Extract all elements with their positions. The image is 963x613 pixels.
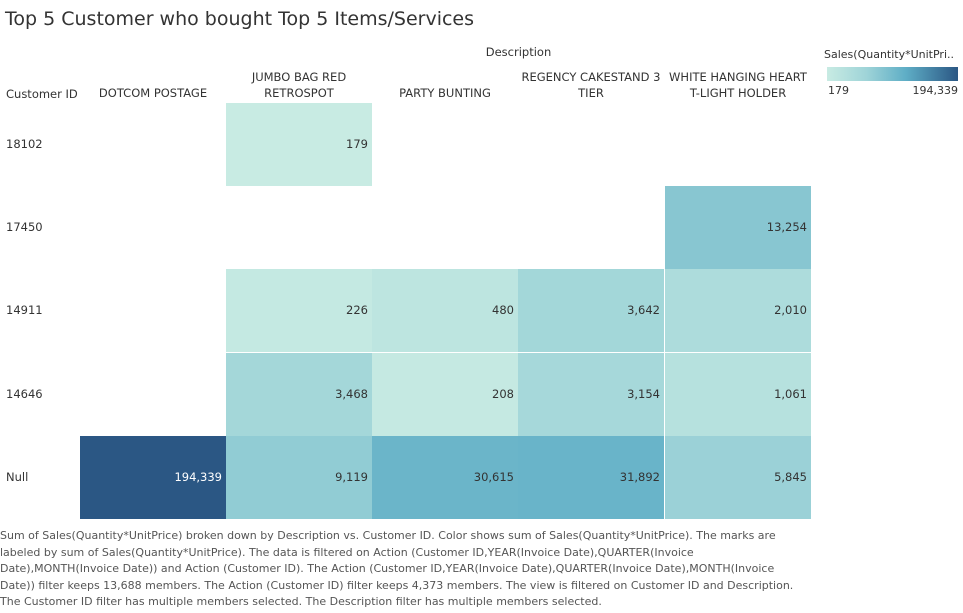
cell-value-label: 1,061 — [774, 386, 807, 401]
legend-color-ramp — [827, 67, 958, 81]
cell-value-label: 480 — [492, 302, 514, 317]
cell-value-label: 9,119 — [335, 469, 368, 484]
heatmap-cell[interactable]: 30,615 — [372, 436, 518, 519]
heatmap-cell[interactable]: 208 — [372, 353, 518, 436]
cell-value-label: 30,615 — [473, 469, 514, 484]
cell-value-label: 31,892 — [619, 469, 660, 484]
cell-value-label: 3,154 — [627, 386, 660, 401]
legend-title: Sales(Quantity*UnitPri.. — [824, 48, 955, 61]
legend-max-label: 194,339 — [912, 84, 959, 97]
row-label: 14911 — [6, 302, 43, 317]
heatmap-cell[interactable]: 13,254 — [665, 186, 811, 269]
heatmap-cell[interactable]: 480 — [372, 269, 518, 352]
legend-min-label: 179 — [828, 84, 849, 97]
heatmap-cell[interactable]: 3,468 — [226, 353, 372, 436]
column-group-label: Description — [485, 45, 552, 59]
column-header: PARTY BUNTING — [399, 86, 491, 100]
chart-title: Top 5 Customer who bought Top 5 Items/Se… — [5, 8, 475, 30]
cell-value-label: 3,468 — [335, 386, 368, 401]
column-header: DOTCOM POSTAGE — [98, 86, 208, 100]
cell-value-label: 13,254 — [766, 219, 807, 234]
cell-value-label: 226 — [346, 302, 368, 317]
row-label: 18102 — [6, 136, 43, 151]
cell-value-label: 194,339 — [174, 469, 222, 484]
chart-caption: Sum of Sales(Quantity*UnitPrice) broken … — [0, 529, 794, 608]
cell-value-label: 179 — [346, 136, 368, 151]
cell-value-label: 208 — [492, 386, 514, 401]
cell-value-label: 3,642 — [627, 302, 660, 317]
heatmap-cell[interactable]: 194,339 — [80, 436, 226, 519]
heatmap-cell[interactable]: 179 — [226, 103, 372, 186]
heatmap-cell[interactable]: 9,119 — [226, 436, 372, 519]
row-header-label: Customer ID — [6, 87, 78, 101]
column-header: JUMBO BAG RED RETROSPOT — [251, 70, 347, 100]
heatmap-cell[interactable]: 3,154 — [518, 353, 664, 436]
heatmap-cell[interactable]: 31,892 — [518, 436, 664, 519]
cell-value-label: 2,010 — [774, 302, 807, 317]
heatmap-cell[interactable]: 3,642 — [518, 269, 664, 352]
heatmap-cell[interactable]: 1,061 — [665, 353, 811, 436]
heatmap-cell[interactable]: 2,010 — [665, 269, 811, 352]
column-header: WHITE HANGING HEART T-LIGHT HOLDER — [669, 70, 807, 100]
row-label: 14646 — [6, 386, 43, 401]
heatmap-cell[interactable]: 5,845 — [665, 436, 811, 519]
column-header: REGENCY CAKESTAND 3 TIER — [521, 70, 661, 100]
row-label: 17450 — [6, 219, 43, 234]
heatmap-cell[interactable]: 226 — [226, 269, 372, 352]
cell-value-label: 5,845 — [774, 469, 807, 484]
row-label: Null — [6, 469, 29, 484]
